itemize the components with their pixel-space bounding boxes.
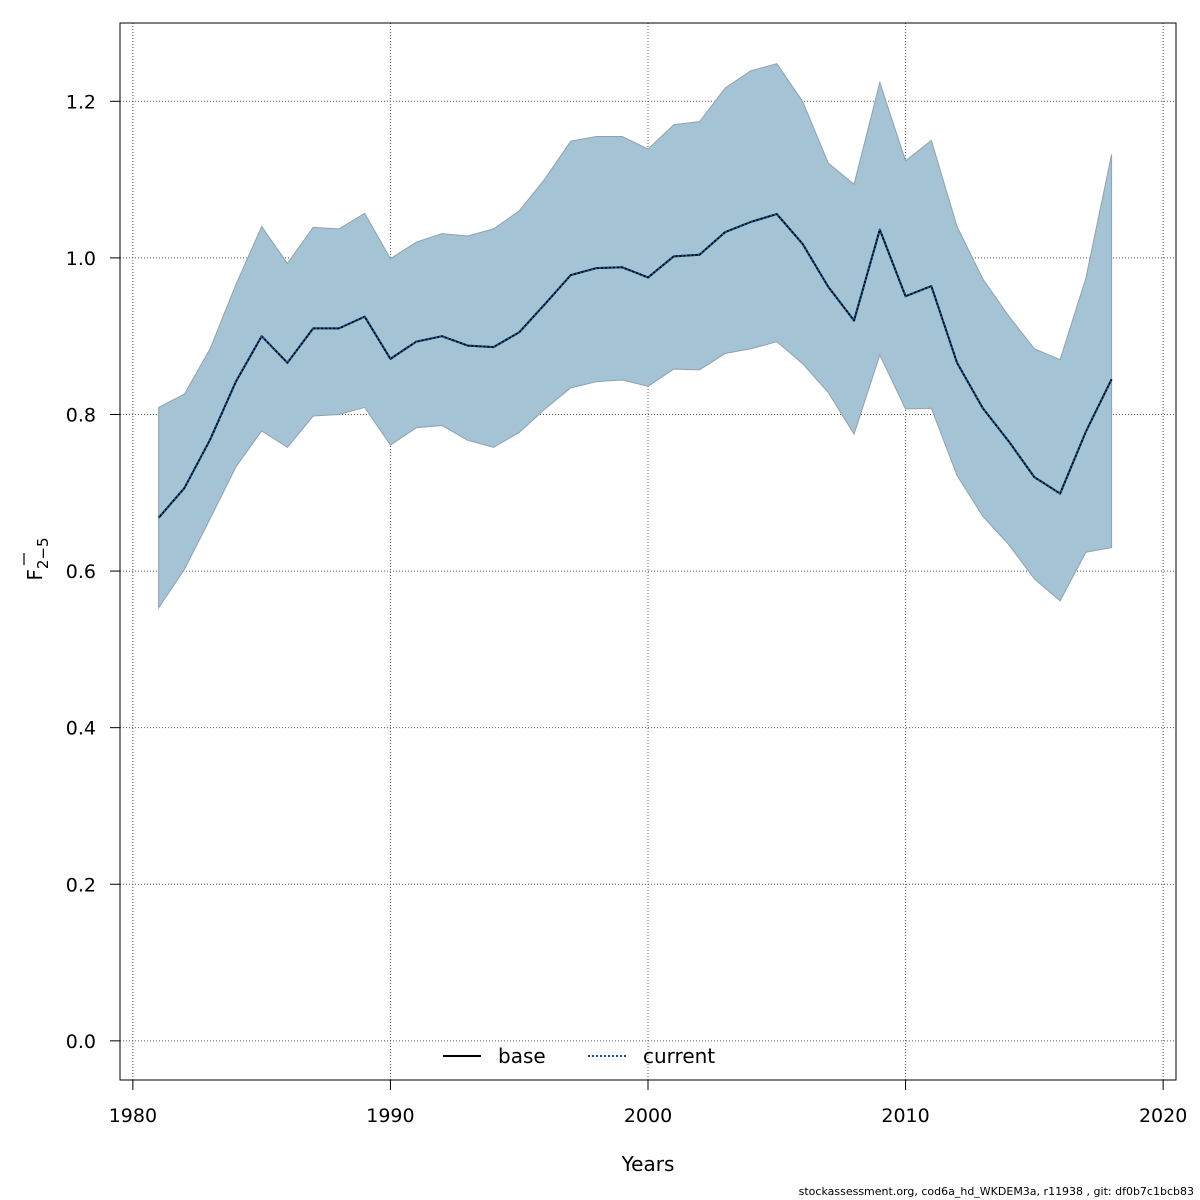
x-axis: 1980 1990 2000 2010 2020 xyxy=(109,1080,1187,1127)
y-tick-label-1: 0.2 xyxy=(66,874,96,896)
series-lines xyxy=(157,213,1113,519)
y-tick-label-5: 1.0 xyxy=(66,248,96,270)
y-tick-label-0: 0.0 xyxy=(66,1031,96,1053)
x-axis-title: Years xyxy=(621,1152,675,1176)
x-tick-label-3: 2010 xyxy=(881,1105,929,1127)
x-tick-label-2: 2000 xyxy=(624,1105,672,1127)
y-axis-title-subscript: 2−5 xyxy=(34,537,52,569)
legend-base-label: base xyxy=(498,1044,546,1068)
y-tick-label-2: 0.4 xyxy=(66,718,96,740)
y-axis-title: F2−5 xyxy=(23,537,52,580)
y-axis: 0.0 0.2 0.4 0.6 0.8 1.0 1.2 xyxy=(66,91,120,1053)
y-tick-label-4: 0.8 xyxy=(66,404,96,426)
legend: base current xyxy=(443,1044,715,1068)
series-line-current xyxy=(157,213,1113,519)
footer-credit: stockassessment.org, cod6a_hd_WKDEM3a, r… xyxy=(798,1185,1194,1198)
confidence-band xyxy=(158,63,1113,610)
legend-current-label: current xyxy=(643,1044,715,1068)
x-tick-label-4: 2020 xyxy=(1139,1105,1187,1127)
svg-text:F2−5: F2−5 xyxy=(23,537,52,580)
x-tick-label-1: 1990 xyxy=(366,1105,414,1127)
y-axis-title-main: F xyxy=(23,569,47,581)
x-tick-label-0: 1980 xyxy=(109,1105,157,1127)
y-tick-label-6: 1.2 xyxy=(66,91,96,113)
y-tick-label-3: 0.6 xyxy=(66,561,96,583)
